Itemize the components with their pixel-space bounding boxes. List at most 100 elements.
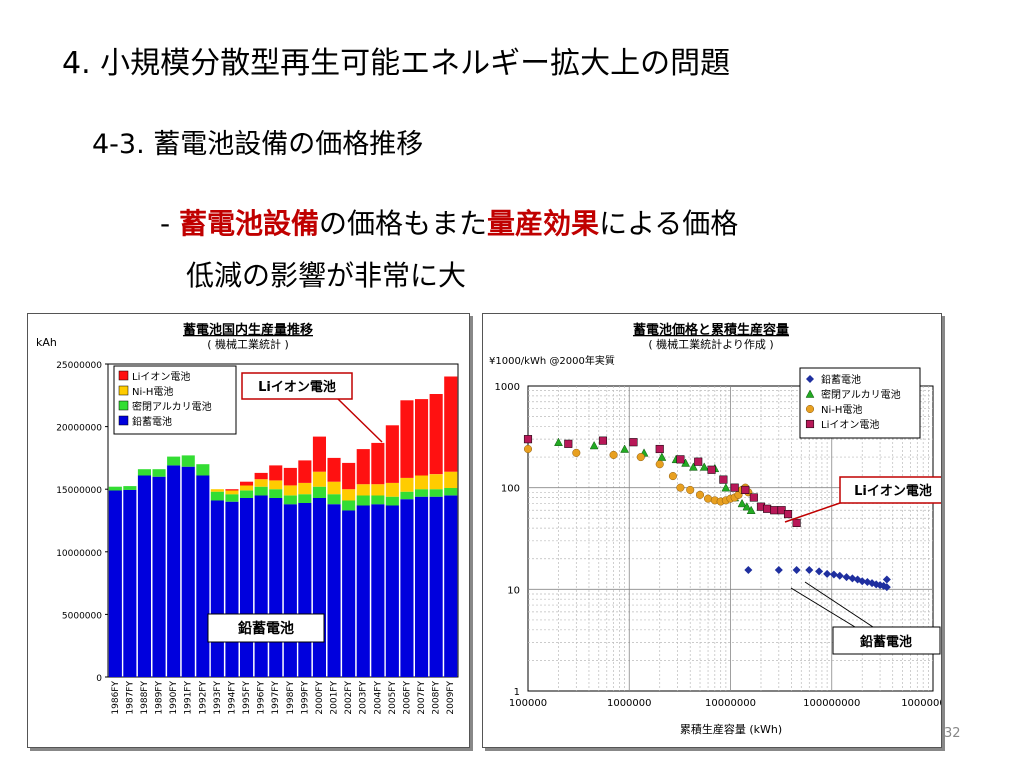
x-tick-label: 2007FY [417, 681, 427, 715]
data-point [882, 583, 891, 592]
data-point [695, 490, 705, 499]
data-point [572, 448, 581, 457]
callout-li-label: Liイオン電池 [258, 379, 336, 395]
x-tick-label: 100000 [509, 698, 547, 709]
callout-li-pointer [784, 502, 841, 523]
bar-segment [385, 496, 399, 506]
legend-box [113, 365, 237, 435]
bar-segment [167, 456, 181, 466]
bar-segment [444, 487, 458, 496]
data-point [805, 565, 814, 574]
x-tick-label: 1000000 [607, 698, 652, 709]
legend-label: 鉛蓄電池 [132, 415, 172, 428]
data-point [589, 440, 599, 450]
data-point [763, 504, 772, 513]
data-point [703, 494, 713, 503]
y-tick-label: 1000 [495, 382, 520, 393]
bar-segment [385, 482, 399, 497]
x-tick-label: 1995FY [242, 681, 252, 715]
data-point [657, 452, 667, 461]
callout-li-pointer [337, 398, 383, 443]
bar-segment [342, 500, 356, 511]
bullet-text-4: による価格 [599, 207, 739, 240]
bar-segment [225, 490, 239, 495]
x-tick-label: 2003FY [359, 681, 369, 715]
data-point [676, 455, 685, 464]
data-point [792, 518, 801, 527]
bar-segment [429, 496, 443, 677]
x-tick-label: 2008FY [432, 681, 442, 715]
data-point [741, 485, 750, 494]
bar-segment [196, 475, 210, 677]
bar-segment [298, 494, 312, 503]
chart-subtitle: ( 機械工業統計より作成 ) [648, 337, 773, 351]
page-number: 32 [944, 726, 961, 741]
legend-label: Liイオン電池 [821, 418, 879, 431]
bar-segment [269, 465, 283, 481]
price-chart: 蓄電池価格と累積生産容量( 機械工業統計より作成 ) ¥1000/kWh @200… [489, 322, 941, 736]
data-point [746, 505, 756, 514]
x-tick-label: 1986FY [111, 681, 121, 715]
bullet-line-2: 低減の影響が非常に大 [186, 259, 467, 292]
data-point [707, 465, 716, 474]
bar-segment [312, 486, 326, 498]
bar-segment [356, 484, 370, 496]
bar-segment [371, 484, 385, 496]
data-point [655, 460, 664, 469]
data-point [805, 419, 815, 429]
bar-segment [181, 455, 195, 467]
x-tick-label: 1993FY [213, 681, 223, 715]
data-point [792, 565, 801, 574]
y-tick-label: 0 [96, 674, 102, 684]
chart-subtitle: ( 機械工業統計 ) [207, 337, 289, 351]
bar-segment [225, 501, 239, 677]
x-tick-label: 1998FY [286, 681, 296, 715]
callout-lead-pointer-1 [804, 581, 874, 628]
bar-segment [152, 476, 166, 677]
data-point [829, 570, 838, 579]
legend-swatch [118, 415, 129, 426]
callout-lead-box [832, 626, 941, 655]
data-point [770, 506, 779, 515]
data-point [564, 439, 573, 448]
bar-segment [400, 400, 414, 478]
bar-segment [283, 495, 297, 505]
data-point [835, 571, 844, 580]
bar-segment [429, 474, 443, 490]
bar-segment [327, 494, 341, 505]
y-tick-label: 10 [507, 585, 520, 596]
bar-segment [283, 485, 297, 496]
chart-title: 蓄電池価格と累積生産容量 [633, 322, 789, 338]
x-tick-label: 2009FY [446, 681, 456, 715]
bar-segment [137, 469, 151, 476]
bar-segment [167, 465, 181, 677]
data-point [721, 483, 731, 492]
data-point [858, 577, 867, 586]
legend-label: Ni-H電池 [821, 403, 862, 416]
bar-segment [123, 486, 137, 490]
bar-segment [327, 481, 341, 495]
bar-segment [371, 495, 385, 505]
data-point [876, 581, 885, 590]
data-point [805, 404, 815, 414]
bar-segment [385, 425, 399, 483]
x-tick-label: 1000000000 [901, 698, 941, 709]
bar-segment [327, 504, 341, 677]
bar-segment [269, 498, 283, 677]
x-tick-label: 1990FY [169, 681, 179, 715]
x-tick-label: 1996FY [257, 681, 267, 715]
chart-title: 蓄電池国内生産量推移 [183, 322, 313, 338]
data-point [719, 475, 728, 484]
legend-box [799, 367, 921, 439]
bar-segment [371, 504, 385, 677]
y-axis-unit: kAh [36, 336, 57, 349]
data-point [744, 565, 753, 574]
bar-segment [254, 486, 268, 496]
legend-label: 鉛蓄電池 [821, 373, 861, 386]
bullet-text-2: の価格もまた [319, 207, 488, 240]
x-axis-label: 累積生産容量 (kWh) [680, 722, 782, 736]
bar-segment [137, 475, 151, 677]
x-tick-label: 2004FY [373, 681, 383, 715]
bullet-line-1: - 蓄電池設備の価格もまた量産効果による価格 [160, 198, 738, 250]
x-tick-label: 1989FY [155, 681, 165, 715]
